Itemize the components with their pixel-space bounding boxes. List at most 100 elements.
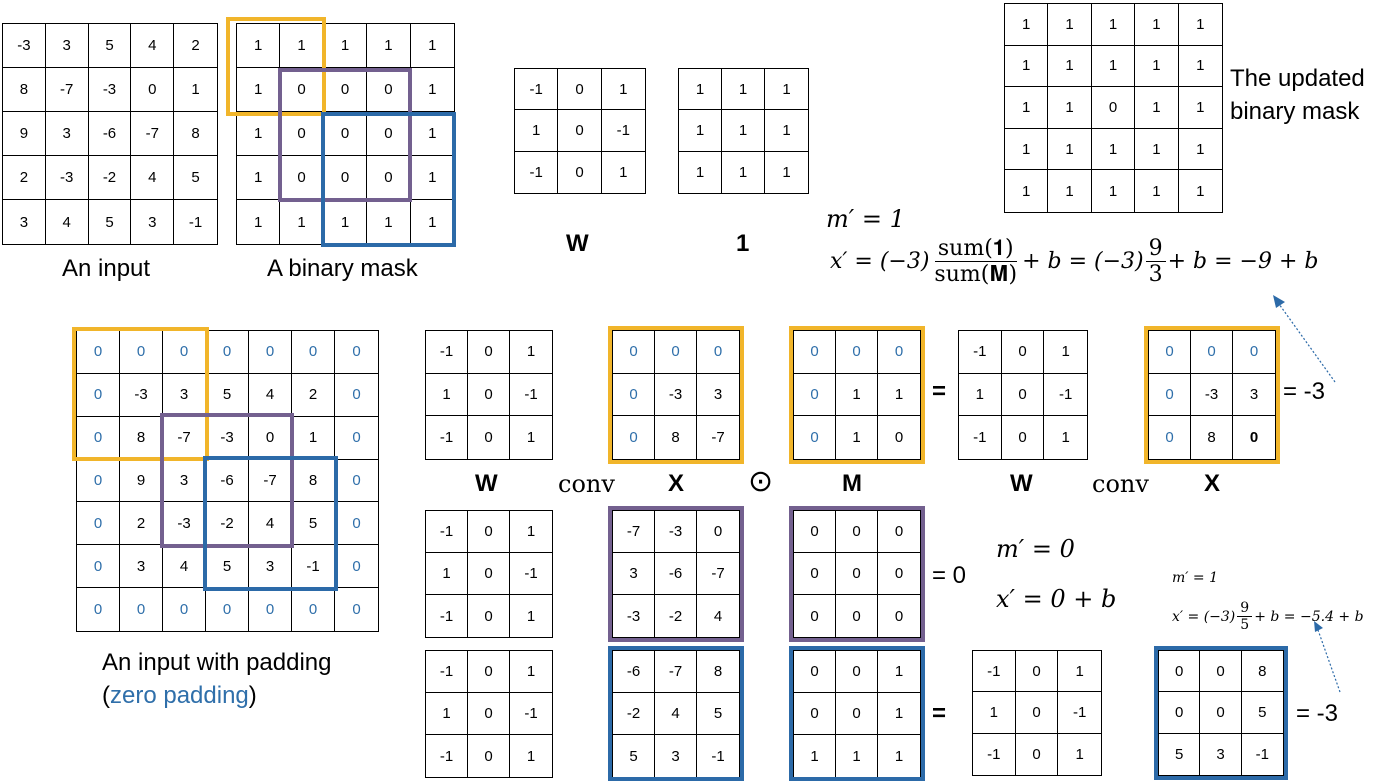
grid-cell: -1	[426, 416, 468, 459]
grid-cell: -6	[88, 112, 132, 156]
grid-cell: 0	[794, 416, 836, 459]
grid-cell: 1	[1178, 129, 1222, 171]
grid-cell: 0	[249, 331, 292, 374]
grid-cell: -2	[613, 693, 655, 735]
grid-cell: 8	[655, 416, 697, 459]
grid-cell: 0	[1233, 331, 1275, 374]
r2-result: = 0	[932, 562, 967, 589]
r1-xm-grid: 0 0 0 0 -3 3 0 8 0	[1148, 330, 1276, 460]
grid-cell: -1	[601, 110, 645, 152]
grid-cell: 4	[131, 24, 175, 68]
grid-cell: 0	[335, 545, 378, 589]
grid-cell: 1	[526, 429, 536, 447]
grid-cell: -6	[613, 651, 655, 693]
grid-cell: -7	[613, 511, 655, 553]
grid-cell: 4	[131, 156, 175, 200]
grid-cell: 0	[697, 511, 739, 553]
grid-cell: 0	[335, 374, 378, 417]
grid-cell: 0	[468, 553, 510, 595]
r2-x-highlight	[608, 506, 744, 642]
grid-cell: -1	[426, 511, 468, 553]
grid-cell: 0	[613, 416, 655, 459]
grid-cell: 0	[468, 651, 510, 693]
label-conv-1: conv	[558, 470, 615, 498]
grid-cell: 3	[1233, 374, 1275, 417]
zero-padding-close: )	[248, 682, 257, 709]
grid-cell: 1	[1005, 4, 1049, 46]
grid-cell: -7	[655, 651, 697, 693]
label-m: M	[842, 470, 862, 497]
top-fraction-den: sum(𝐌)	[934, 262, 1018, 288]
grid-cell: 1	[1178, 4, 1222, 46]
grid-cell: 0	[77, 331, 120, 374]
grid-cell: 1	[526, 747, 536, 765]
grid-cell: -1	[1255, 745, 1269, 763]
grid-cell: 0	[794, 595, 836, 637]
grid-cell: 8	[697, 651, 739, 693]
grid-cell: 0	[335, 502, 378, 546]
grid-cell: -1	[426, 735, 468, 777]
grid-cell: -3	[613, 595, 655, 637]
grid-cell: 1	[1058, 651, 1101, 693]
r3-m-highlight	[789, 646, 925, 781]
grid-cell: 3	[45, 24, 89, 68]
padded-highlight-purple	[160, 413, 294, 548]
grid-cell: 0	[878, 553, 920, 595]
grid-cell: -1	[510, 693, 552, 735]
grid-cell: 1	[510, 331, 552, 374]
grid-cell: 3	[120, 545, 163, 589]
grid-cell: 5	[1241, 692, 1283, 734]
grid-cell: 0	[163, 588, 206, 631]
grid-cell: 4	[163, 545, 206, 589]
grid-cell: 0	[120, 331, 163, 374]
grid-cell: 1	[237, 156, 281, 200]
grid-cell: 0	[468, 693, 510, 735]
grid-cell: 0	[836, 693, 878, 735]
grid-cell: 1	[619, 163, 628, 181]
grid-cell: 1	[1091, 45, 1136, 88]
grid-cell: 0	[613, 373, 655, 417]
grid-cell: 3	[1200, 733, 1242, 775]
input-caption: An input	[62, 255, 151, 282]
grid-cell: 0	[558, 110, 602, 152]
grid-cell: 2	[292, 373, 335, 417]
top-fraction: sum(𝟏) sum(𝐌)	[931, 236, 1020, 288]
grid-cell: -6	[206, 459, 249, 503]
zero-padding-open: (	[102, 682, 110, 709]
grid-cell: 1	[722, 110, 765, 152]
grid-cell: 1	[679, 69, 722, 111]
grid-cell: 0	[77, 459, 120, 503]
updated-mask-caption: The updated binary mask	[1230, 65, 1365, 125]
mask-highlight-purple	[278, 68, 412, 202]
grid-cell: 0	[1015, 651, 1059, 693]
grid-cell: 0	[878, 331, 920, 374]
grid-cell: 0	[1001, 373, 1045, 417]
grid-cell: 1	[878, 651, 920, 693]
grid-cell: 1	[410, 24, 454, 68]
grid-cell: 4	[655, 693, 697, 735]
grid-cell: 2	[3, 156, 46, 200]
grid-cell: 0	[1015, 692, 1059, 734]
grid-cell: 0	[468, 416, 510, 459]
grid-cell: 0	[613, 331, 655, 374]
grid-cell: 0	[468, 735, 510, 777]
top-x-mid: + b = (−3)	[1022, 249, 1144, 275]
grid-cell: 5	[1159, 733, 1201, 775]
grid-cell: -3	[655, 373, 697, 417]
top-fraction2-num: 9	[1145, 236, 1166, 263]
grid-cell: 0	[1159, 651, 1201, 693]
grid-cell: 1	[679, 110, 722, 152]
grid-cell: 1	[367, 200, 411, 244]
grid-cell: 1	[1092, 170, 1136, 212]
bot-fraction-num: 9	[1237, 600, 1253, 618]
grid-cell: 1	[679, 151, 722, 193]
grid-cell: 1	[1005, 45, 1049, 88]
kernel-ones-label: 1	[736, 230, 750, 257]
grid-cell: 0	[794, 511, 836, 553]
grid-cell: 1	[1196, 182, 1205, 200]
grid-cell: -7	[697, 553, 739, 595]
r1-w-grid: -1 0 1 1 0 -1 -1 0 1	[425, 330, 553, 460]
grid-cell: 8	[3, 68, 46, 112]
